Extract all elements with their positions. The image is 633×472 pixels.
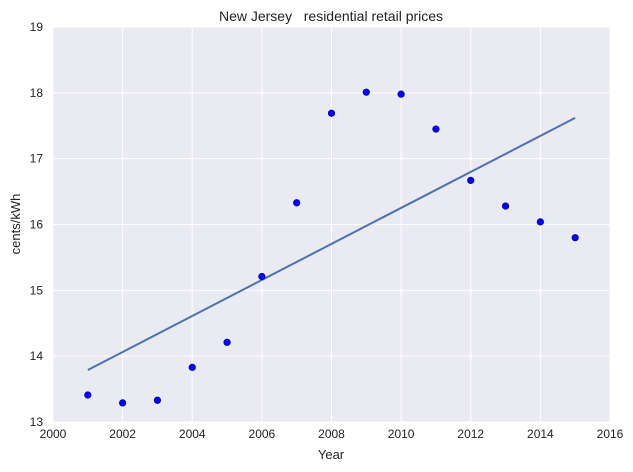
y-tick-label: 17 — [30, 152, 44, 166]
x-tick-label: 2000 — [40, 427, 67, 441]
y-tick-label: 18 — [30, 86, 44, 100]
data-point — [293, 199, 301, 207]
data-point — [362, 88, 370, 96]
y-tick-label: 13 — [30, 415, 44, 429]
data-point — [84, 391, 92, 399]
x-tick-labels: 2000 2002 2004 2006 2008 2010 2012 2014 2016 — [40, 427, 624, 441]
x-tick-label: 2008 — [318, 427, 345, 441]
data-point — [258, 272, 266, 281]
data-point — [571, 234, 579, 242]
data-point — [501, 202, 510, 210]
x-tick-label: 2002 — [109, 427, 136, 441]
data-point — [397, 90, 405, 98]
data-point — [188, 363, 196, 371]
trend-line-group — [87, 116, 576, 371]
data-point — [467, 176, 475, 184]
x-tick-label: 2004 — [179, 427, 206, 441]
x-tick-label: 2010 — [388, 427, 415, 441]
trend-line — [87, 116, 576, 371]
y-tick-label: 16 — [30, 218, 44, 232]
data-point — [119, 399, 127, 407]
x-tick-label: 2012 — [457, 427, 484, 441]
x-tick-label: 2006 — [249, 427, 276, 441]
y-tick-labels: 13 14 15 16 17 18 19 — [30, 20, 44, 429]
y-axis-label: cents/kWh — [8, 194, 23, 255]
x-tick-label: 2016 — [597, 427, 624, 441]
data-points — [84, 88, 579, 407]
y-tick-label: 19 — [30, 20, 44, 34]
y-tick-label: 14 — [30, 349, 44, 363]
x-tick-label: 2014 — [527, 427, 554, 441]
data-point — [153, 396, 162, 404]
data-point — [536, 218, 544, 226]
data-point — [223, 338, 231, 346]
data-point — [327, 109, 336, 117]
x-axis-label: Year — [318, 447, 345, 462]
y-tick-label: 15 — [30, 283, 44, 297]
data-point — [432, 125, 440, 133]
chart-title: New Jersey residential retail prices — [219, 8, 443, 24]
